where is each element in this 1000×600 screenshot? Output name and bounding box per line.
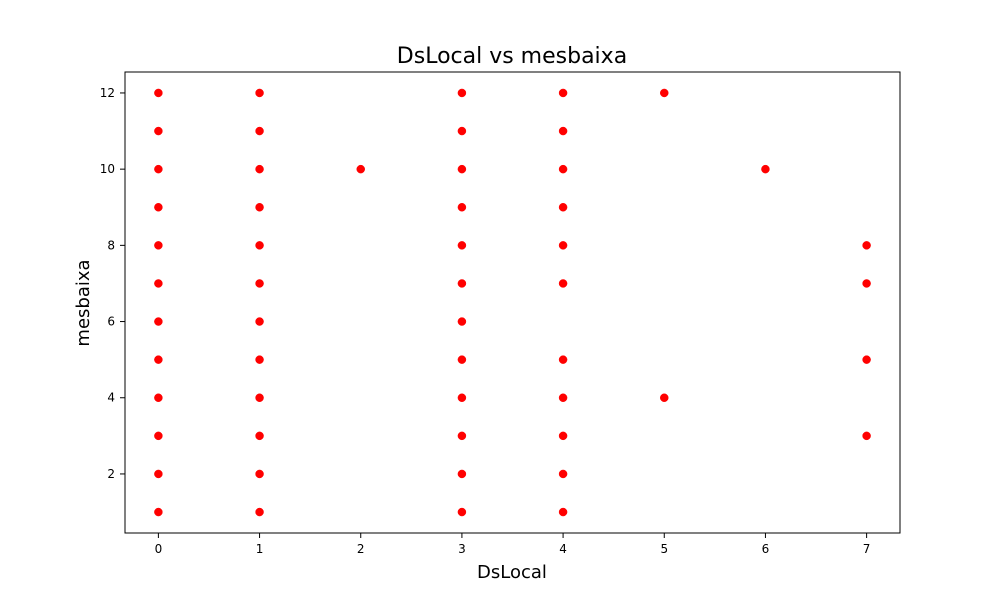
data-point bbox=[457, 317, 467, 326]
y-tick-label: 10 bbox=[100, 162, 115, 176]
data-point bbox=[255, 317, 264, 326]
data-point bbox=[154, 241, 163, 250]
data-point bbox=[457, 507, 467, 517]
data-point bbox=[255, 126, 264, 136]
data-point bbox=[862, 431, 871, 441]
data-point bbox=[558, 507, 568, 517]
data-point bbox=[154, 355, 163, 364]
data-point bbox=[154, 126, 163, 136]
data-point bbox=[558, 203, 568, 212]
data-point bbox=[255, 279, 264, 288]
data-point bbox=[660, 88, 669, 98]
data-point bbox=[154, 469, 163, 479]
data-point bbox=[255, 469, 264, 479]
data-point bbox=[154, 507, 163, 517]
x-tick-label: 3 bbox=[458, 542, 466, 556]
data-point bbox=[862, 241, 871, 250]
data-point bbox=[862, 355, 871, 364]
x-tick-label: 7 bbox=[863, 542, 871, 556]
y-tick-label: 12 bbox=[100, 86, 115, 100]
data-point bbox=[660, 393, 669, 402]
data-point bbox=[558, 279, 568, 288]
chart-title: DsLocal vs mesbaixa bbox=[397, 44, 627, 69]
data-point bbox=[255, 164, 264, 174]
y-tick-label: 4 bbox=[107, 391, 115, 405]
plot-frame bbox=[124, 71, 901, 534]
x-tick-label: 0 bbox=[155, 542, 163, 556]
data-point bbox=[558, 164, 568, 174]
data-point bbox=[154, 431, 163, 441]
data-point bbox=[457, 431, 467, 441]
x-tick-label: 2 bbox=[357, 542, 365, 556]
x-tick-label: 5 bbox=[660, 542, 668, 556]
x-tick-label: 1 bbox=[256, 542, 264, 556]
data-point bbox=[356, 164, 365, 174]
data-point bbox=[457, 469, 467, 479]
data-point bbox=[154, 203, 163, 212]
data-point bbox=[154, 393, 163, 402]
y-axis-label: mesbaixa bbox=[73, 259, 94, 346]
data-point bbox=[558, 126, 568, 136]
data-point bbox=[862, 279, 871, 288]
data-point bbox=[255, 88, 264, 98]
x-tick-label: 4 bbox=[559, 542, 567, 556]
data-point bbox=[457, 279, 467, 288]
y-tick-label: 8 bbox=[107, 238, 115, 252]
data-point bbox=[255, 393, 264, 402]
data-point bbox=[457, 88, 467, 98]
data-point bbox=[457, 164, 467, 174]
data-point bbox=[558, 241, 568, 250]
data-point bbox=[255, 431, 264, 441]
data-point bbox=[457, 126, 467, 136]
data-point bbox=[558, 88, 568, 98]
data-point bbox=[255, 203, 264, 212]
y-tick-label: 6 bbox=[107, 315, 115, 329]
data-point bbox=[457, 203, 467, 212]
data-point bbox=[154, 164, 163, 174]
x-axis-label: DsLocal bbox=[477, 562, 547, 583]
data-point bbox=[761, 164, 770, 174]
data-point bbox=[255, 507, 264, 517]
data-point bbox=[154, 279, 163, 288]
x-tick-label: 6 bbox=[762, 542, 770, 556]
data-point bbox=[457, 355, 467, 364]
data-point bbox=[558, 393, 568, 402]
data-point bbox=[255, 241, 264, 250]
data-point bbox=[558, 469, 568, 479]
data-point bbox=[558, 355, 568, 364]
data-point bbox=[457, 393, 467, 402]
data-point bbox=[154, 317, 163, 326]
data-point bbox=[457, 241, 467, 250]
data-point bbox=[255, 355, 264, 364]
data-point bbox=[558, 431, 568, 441]
y-tick-label: 2 bbox=[107, 467, 115, 481]
data-point bbox=[154, 88, 163, 98]
